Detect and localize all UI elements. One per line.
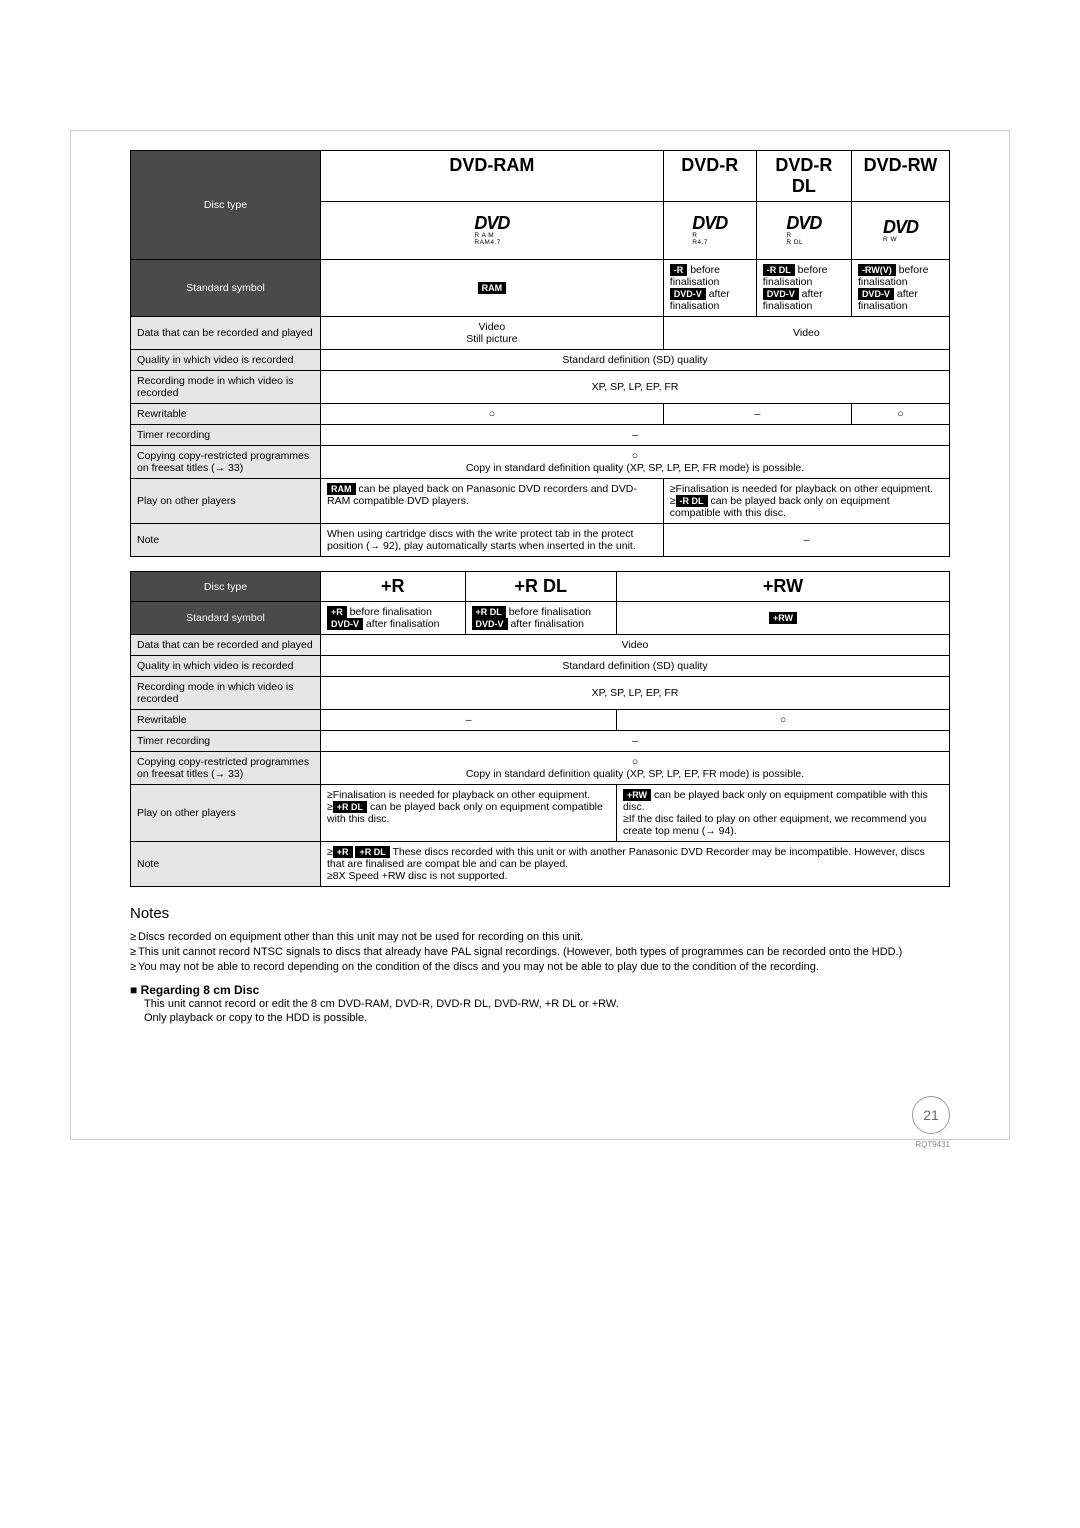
row-copy-b: Copying copy-restricted programmes on fr… (131, 752, 321, 785)
rewrite-r: – (663, 404, 851, 425)
cell-note-ram: When using cartridge discs with the writ… (321, 524, 664, 557)
notes-title: Notes (130, 905, 950, 922)
dvd-logo-icon: DVDR W (883, 218, 918, 244)
cell-play-plusrw: +RW can be played back only on equipment… (616, 785, 949, 842)
sym-r: -R before finalisation DVD-V after final… (663, 260, 756, 317)
page-number: 21 (912, 1096, 950, 1134)
row-rewrite-b: Rewritable (131, 710, 321, 731)
cell-mode: XP, SP, LP, EP, FR (321, 371, 950, 404)
row-mode-b: Recording mode in which video is recorde… (131, 677, 321, 710)
sub-note-1: This unit cannot record or edit the 8 cm… (144, 997, 950, 1012)
row-note: Note (131, 524, 321, 557)
cell-timer: – (321, 425, 950, 446)
row-timer-b: Timer recording (131, 731, 321, 752)
cell-mode-b: XP, SP, LP, EP, FR (321, 677, 950, 710)
sym-rw: -RW(V) before finalisation DVD-V after f… (851, 260, 949, 317)
notes-section: Notes Discs recorded on equipment other … (130, 905, 950, 1026)
row-play: Play on other players (131, 479, 321, 524)
page-content: Disc type DVD-RAM DVD-R DVD-R DL DVD-RW … (0, 0, 1080, 1189)
row-note-b: Note (131, 842, 321, 887)
logo-cell-ram: DVDR A M RAM4.7 (321, 202, 664, 260)
col-plusrdl: +R DL (465, 572, 616, 602)
cell-data-b: Video (321, 635, 950, 656)
rewrite-ram: ○ (321, 404, 664, 425)
sym-plusr: +R before finalisation DVD-V after final… (321, 602, 466, 635)
row-mode: Recording mode in which video is recorde… (131, 371, 321, 404)
hdr-disctype: Disc type (131, 151, 321, 260)
sym-ram: RAM (321, 260, 664, 317)
sub-note-2: Only playback or copy to the HDD is poss… (144, 1011, 950, 1026)
hdr-symbol-b: Standard symbol (131, 602, 321, 635)
logo-cell-rw: DVDR W (851, 202, 949, 260)
logo-cell-rdl: DVDR R DL (756, 202, 851, 260)
col-dvdram: DVD-RAM (321, 151, 664, 202)
hdr-symbol: Standard symbol (131, 260, 321, 317)
rewrite-plusr: – (321, 710, 617, 731)
logo-cell-r: DVDR R4.7 (663, 202, 756, 260)
cell-data-ram: Video Still picture (321, 317, 664, 350)
rewrite-plusrw: ○ (616, 710, 949, 731)
sym-plusrdl: +R DL before finalisation DVD-V after fi… (465, 602, 616, 635)
rewrite-rw: ○ (851, 404, 949, 425)
cell-copy: ○ Copy in standard definition quality (X… (321, 446, 950, 479)
cell-data-rest: Video (663, 317, 949, 350)
row-timer: Timer recording (131, 425, 321, 446)
cell-quality: Standard definition (SD) quality (321, 350, 950, 371)
col-plusr: +R (321, 572, 466, 602)
cell-play-rest: ≥Finalisation is needed for playback on … (663, 479, 949, 524)
cell-play-ram: RAM can be played back on Panasonic DVD … (321, 479, 664, 524)
cell-timer-b: – (321, 731, 950, 752)
row-data-b: Data that can be recorded and played (131, 635, 321, 656)
col-plusrw: +RW (616, 572, 949, 602)
notes-list: Discs recorded on equipment other than t… (130, 930, 950, 975)
subheading-8cm: Regarding 8 cm Disc (130, 983, 950, 997)
dvd-logo-icon: DVDR R DL (786, 214, 821, 246)
disc-table-b: Disc type +R +R DL +RW Standard symbol +… (130, 571, 950, 887)
cell-copy-b: ○ Copy in standard definition quality (X… (321, 752, 950, 785)
row-data: Data that can be recorded and played (131, 317, 321, 350)
row-quality-b: Quality in which video is recorded (131, 656, 321, 677)
row-copy: Copying copy-restricted programmes on fr… (131, 446, 321, 479)
document-id: RQT9431 (130, 1140, 950, 1149)
cell-quality-b: Standard definition (SD) quality (321, 656, 950, 677)
col-dvdrdl: DVD-R DL (756, 151, 851, 202)
note-item: This unit cannot record NTSC signals to … (138, 945, 950, 960)
sym-plusrw: +RW (616, 602, 949, 635)
row-rewrite: Rewritable (131, 404, 321, 425)
note-item: You may not be able to record depending … (138, 960, 950, 975)
note-item: Discs recorded on equipment other than t… (138, 930, 950, 945)
dvd-logo-icon: DVDR A M RAM4.7 (474, 214, 509, 246)
col-dvdr: DVD-R (663, 151, 756, 202)
cell-play-plusr: ≥Finalisation is needed for playback on … (321, 785, 617, 842)
row-play-b: Play on other players (131, 785, 321, 842)
sym-rdl: -R DL before finalisation DVD-V after fi… (756, 260, 851, 317)
hdr-disctype-b: Disc type (131, 572, 321, 602)
dvd-logo-icon: DVDR R4.7 (692, 214, 727, 246)
cell-note-b: ≥+R +R DL These discs recorded with this… (321, 842, 950, 887)
row-quality: Quality in which video is recorded (131, 350, 321, 371)
col-dvdrw: DVD-RW (851, 151, 949, 202)
disc-table-a: Disc type DVD-RAM DVD-R DVD-R DL DVD-RW … (130, 150, 950, 557)
cell-note-rest: – (663, 524, 949, 557)
